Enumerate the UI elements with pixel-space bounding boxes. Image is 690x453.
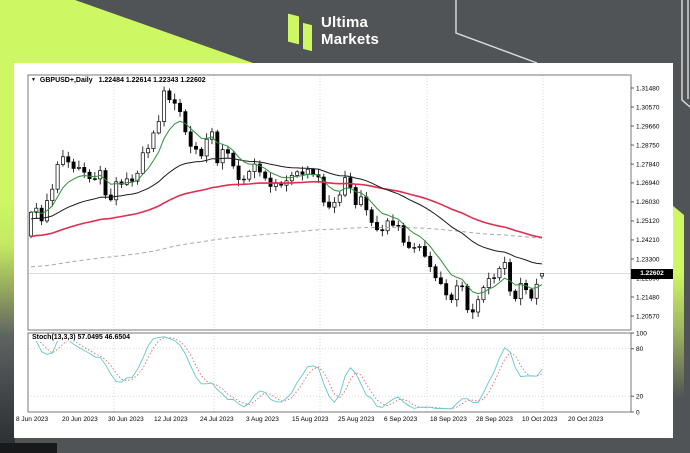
chart-window[interactable]: 1.31480 1.30570 1.29660 1.28750 1.27840 1.269… (14, 63, 673, 438)
svg-text:100: 100 (636, 330, 647, 337)
brand-logo-text: Ultima Markets (321, 14, 379, 48)
svg-text:1.26940: 1.26940 (636, 180, 660, 187)
svg-text:12 Jul 2023: 12 Jul 2023 (154, 416, 188, 423)
svg-text:1.21480: 1.21480 (636, 294, 660, 301)
price-axis[interactable]: 1.31480 1.30570 1.29660 1.28750 1.27840 1.269… (631, 85, 660, 320)
brand-name-line2: Markets (321, 31, 380, 48)
svg-text:1.26030: 1.26030 (636, 199, 660, 206)
svg-text:18 Sep 2023: 18 Sep 2023 (430, 416, 467, 423)
stoch-frame (27, 332, 632, 413)
svg-text:24 Jul 2023: 24 Jul 2023 (200, 416, 234, 423)
ohlc-values: 1.22484 1.22614 1.22343 1.22602 (98, 77, 206, 84)
stoch-main-line (30, 336, 543, 410)
svg-text:1.20570: 1.20570 (636, 313, 660, 320)
brand-logo: Ultima Markets (287, 13, 379, 55)
svg-text:1.30570: 1.30570 (636, 104, 660, 111)
svg-text:0: 0 (636, 409, 640, 416)
symbol-dropdown-icon[interactable]: ▼ (31, 77, 36, 83)
svg-text:10 Oct 2023: 10 Oct 2023 (522, 416, 558, 423)
brand-wedge-shape (0, 0, 253, 63)
svg-text:1.25120: 1.25120 (636, 218, 660, 225)
svg-text:1.22390: 1.22390 (636, 275, 660, 282)
brand-bottom-corner-shape (0, 443, 57, 453)
svg-text:1.27840: 1.27840 (636, 161, 660, 168)
main-chart-layer (28, 75, 631, 330)
symbol-label: GBPUSD+,Daily (39, 77, 93, 84)
svg-text:1.29660: 1.29660 (636, 123, 660, 130)
svg-text:20: 20 (636, 394, 644, 401)
brand-logo-icon (287, 13, 314, 55)
svg-text:15 Aug 2023: 15 Aug 2023 (292, 416, 329, 423)
stoch-layer (28, 333, 631, 412)
svg-text:20 Jun 2023: 20 Jun 2023 (62, 416, 98, 423)
stoch-signal-line (30, 336, 543, 410)
svg-text:28 Sep 2023: 28 Sep 2023 (476, 416, 513, 423)
long-ma-line (30, 226, 543, 268)
brand-name-line1: Ultima (321, 14, 369, 31)
svg-text:20 Oct 2023: 20 Oct 2023 (568, 416, 604, 423)
svg-text:3 Aug 2023: 3 Aug 2023 (246, 416, 279, 423)
svg-text:8 Jun 2023: 8 Jun 2023 (16, 416, 49, 423)
stoch-axis[interactable]: 100 80 20 0 (631, 330, 647, 416)
svg-text:25 Aug 2023: 25 Aug 2023 (338, 416, 375, 423)
svg-text:1.31480: 1.31480 (636, 85, 660, 92)
fast-ma-line (30, 120, 543, 295)
svg-text:6 Sep 2023: 6 Sep 2023 (384, 416, 418, 423)
svg-text:30 Jun 2023: 30 Jun 2023 (108, 416, 144, 423)
svg-text:1.23300: 1.23300 (636, 256, 660, 263)
brand-left-stripe (0, 0, 15, 447)
indicator-label: Stoch(13,3,3) 57.0495 46.6504 (30, 334, 133, 341)
slow-ma-line (30, 180, 543, 239)
svg-text:80: 80 (636, 346, 644, 353)
date-axis[interactable]: 8 Jun 2023 20 Jun 2023 30 Jun 2023 12 Jul 2… (16, 416, 604, 423)
mid-ma-line (30, 157, 543, 265)
chart-canvas[interactable]: 1.31480 1.30570 1.29660 1.28750 1.27840 1.269… (14, 63, 673, 438)
current-price-tag: 1.22602 (631, 268, 673, 279)
chart-title: ▼ GBPUSD+,Daily 1.22484 1.22614 1.22343 … (31, 77, 206, 84)
svg-text:1.28750: 1.28750 (636, 142, 660, 149)
svg-text:1.24210: 1.24210 (636, 237, 660, 244)
